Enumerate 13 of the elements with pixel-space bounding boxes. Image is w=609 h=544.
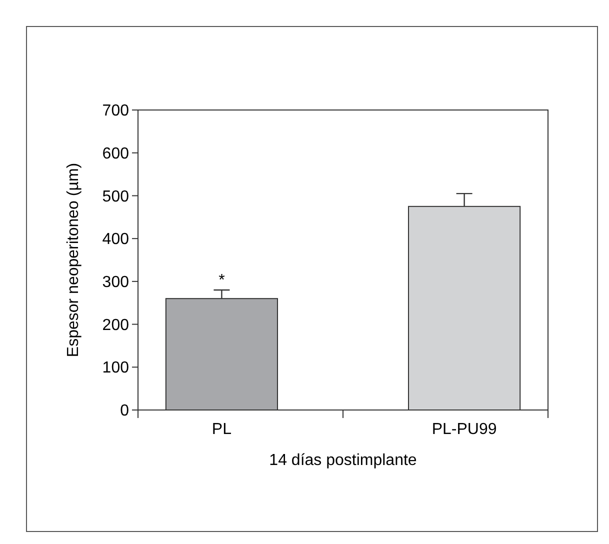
annotation: * — [218, 272, 225, 289]
x-axis-title: 14 días postimplante — [269, 452, 417, 469]
y-axis-title: Espesor neoperitoneo (µm) — [65, 162, 82, 358]
y-tick-label: 200 — [102, 316, 130, 334]
y-tick-label: 700 — [102, 102, 130, 120]
y-tick-label: 500 — [102, 188, 130, 206]
y-tick-label: 0 — [120, 402, 130, 420]
x-tick-label: PL-PU99 — [432, 421, 497, 438]
y-tick-label: 600 — [102, 145, 130, 162]
y-tick-label: 100 — [102, 360, 130, 377]
y-tick-label: 300 — [102, 274, 130, 292]
x-tick-label: PL — [212, 421, 232, 438]
y-tick-label: 400 — [102, 231, 130, 248]
